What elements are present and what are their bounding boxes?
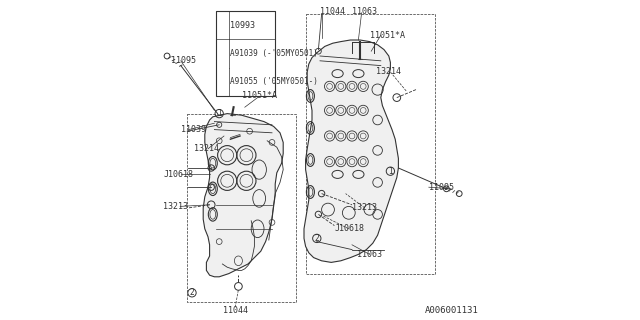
Text: 2: 2 xyxy=(220,51,225,57)
Text: 10993: 10993 xyxy=(230,21,255,30)
Text: 11039: 11039 xyxy=(181,125,206,134)
Text: J10618: J10618 xyxy=(334,224,364,233)
Text: A91039 (-'05MY0501): A91039 (-'05MY0501) xyxy=(230,49,318,58)
Text: 11044: 11044 xyxy=(223,306,248,315)
Text: 13213: 13213 xyxy=(352,204,377,212)
Text: 11063: 11063 xyxy=(352,7,377,16)
Text: 1: 1 xyxy=(220,22,225,28)
Text: 1: 1 xyxy=(217,109,221,118)
Text: 11063: 11063 xyxy=(357,250,382,259)
Text: J10618: J10618 xyxy=(163,170,193,179)
Text: 2: 2 xyxy=(189,288,195,297)
Text: 11095: 11095 xyxy=(429,183,454,192)
Text: 11051*A: 11051*A xyxy=(370,31,404,40)
Text: 11051*A: 11051*A xyxy=(242,92,276,100)
Text: 1: 1 xyxy=(388,167,393,176)
FancyBboxPatch shape xyxy=(216,11,275,96)
Text: A91055 ('05MY0501-): A91055 ('05MY0501-) xyxy=(230,77,318,86)
Polygon shape xyxy=(204,114,283,277)
Text: 13214: 13214 xyxy=(193,144,219,153)
Text: A006001131: A006001131 xyxy=(425,306,479,315)
Text: 11095: 11095 xyxy=(172,56,196,65)
Polygon shape xyxy=(304,40,398,262)
Text: 13214: 13214 xyxy=(376,68,401,76)
Text: 13213: 13213 xyxy=(163,202,188,211)
Text: 2: 2 xyxy=(314,234,319,243)
Text: 11044: 11044 xyxy=(320,7,345,16)
